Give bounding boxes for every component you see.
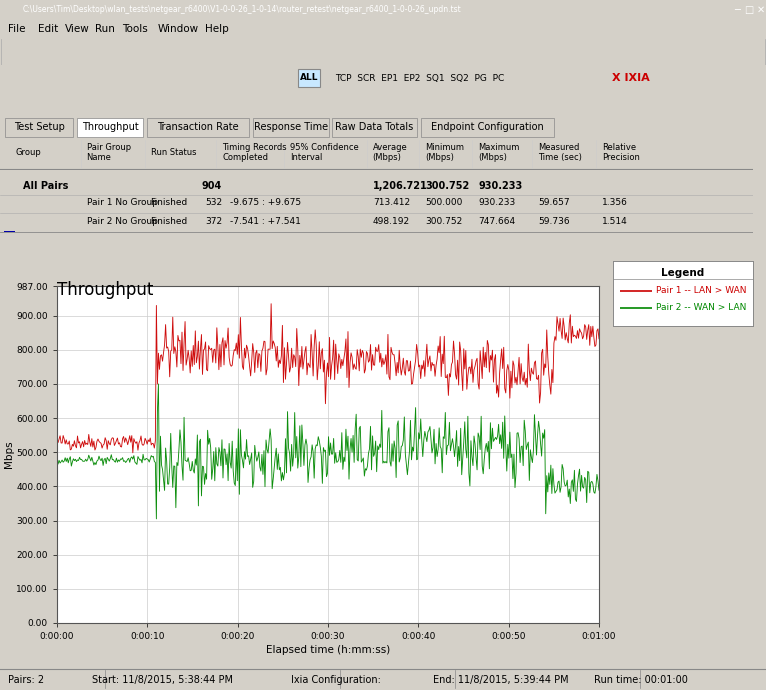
Text: Relative
Precision: Relative Precision bbox=[602, 143, 640, 162]
Text: Throughput: Throughput bbox=[57, 281, 153, 299]
Bar bbox=[421, 118, 554, 137]
Text: Start: 11/8/2015, 5:38:44 PM: Start: 11/8/2015, 5:38:44 PM bbox=[92, 675, 233, 685]
Text: Response Time: Response Time bbox=[254, 123, 328, 132]
Text: 1.514: 1.514 bbox=[602, 217, 628, 226]
Text: Edit: Edit bbox=[38, 25, 58, 34]
Text: Run time: 00:01:00: Run time: 00:01:00 bbox=[594, 675, 688, 685]
Text: Maximum
(Mbps): Maximum (Mbps) bbox=[478, 143, 519, 162]
Text: □: □ bbox=[745, 5, 754, 15]
Text: Average
(Mbps): Average (Mbps) bbox=[373, 143, 408, 162]
Text: 498.192: 498.192 bbox=[373, 217, 410, 226]
Text: C:\Users\Tim\Desktop\wlan_tests\netgear_r6400\V1-0-0-26_1-0-14\router_retest\net: C:\Users\Tim\Desktop\wlan_tests\netgear_… bbox=[23, 6, 462, 14]
Text: 59.657: 59.657 bbox=[538, 198, 570, 207]
Text: ✕: ✕ bbox=[757, 5, 764, 15]
Text: Group: Group bbox=[15, 148, 41, 157]
Y-axis label: Mbps: Mbps bbox=[4, 441, 14, 469]
Text: 500.000: 500.000 bbox=[425, 198, 463, 207]
Bar bbox=[77, 118, 143, 137]
Text: Pair 2 No Group: Pair 2 No Group bbox=[87, 217, 158, 226]
Bar bbox=[298, 69, 320, 87]
Bar bbox=[332, 118, 417, 137]
Text: Tools: Tools bbox=[122, 25, 148, 34]
Text: Run Status: Run Status bbox=[151, 148, 196, 157]
Text: Endpoint Configuration: Endpoint Configuration bbox=[431, 123, 544, 132]
Text: 747.664: 747.664 bbox=[478, 217, 516, 226]
Text: Minimum
(Mbps): Minimum (Mbps) bbox=[425, 143, 464, 162]
Text: Test Setup: Test Setup bbox=[14, 123, 64, 132]
Text: Raw Data Totals: Raw Data Totals bbox=[336, 123, 414, 132]
Text: Run: Run bbox=[95, 25, 115, 34]
Text: Measured
Time (sec): Measured Time (sec) bbox=[538, 143, 582, 162]
Bar bbox=[147, 118, 249, 137]
Bar bbox=[4, 230, 15, 232]
Text: 95% Confidence
Interval: 95% Confidence Interval bbox=[290, 143, 358, 162]
Text: 713.412: 713.412 bbox=[373, 198, 410, 207]
Text: All Pairs: All Pairs bbox=[22, 181, 68, 191]
Text: Finished: Finished bbox=[151, 198, 188, 207]
Text: Finished: Finished bbox=[151, 217, 188, 226]
Text: TCP  SCR  EP1  EP2  SQ1  SQ2  PG  PC: TCP SCR EP1 EP2 SQ1 SQ2 PG PC bbox=[335, 74, 504, 83]
Text: File: File bbox=[8, 25, 25, 34]
Text: 532: 532 bbox=[205, 198, 222, 207]
Text: ALL: ALL bbox=[300, 74, 318, 83]
Text: Pair 1 No Group: Pair 1 No Group bbox=[87, 198, 158, 207]
Text: Legend: Legend bbox=[661, 268, 705, 277]
Text: Pair 1 -- LAN > WAN: Pair 1 -- LAN > WAN bbox=[656, 286, 747, 295]
Text: Pair Group
Name: Pair Group Name bbox=[87, 143, 131, 162]
Text: ─: ─ bbox=[734, 5, 740, 15]
Text: 1,206.721: 1,206.721 bbox=[373, 181, 427, 191]
Text: -9.675 : +9.675: -9.675 : +9.675 bbox=[230, 198, 301, 207]
Text: 372: 372 bbox=[205, 217, 222, 226]
Text: Pairs: 2: Pairs: 2 bbox=[8, 675, 44, 685]
Text: View: View bbox=[65, 25, 90, 34]
Bar bbox=[5, 118, 73, 137]
Text: -7.541 : +7.541: -7.541 : +7.541 bbox=[230, 217, 300, 226]
Text: 300.752: 300.752 bbox=[425, 217, 463, 226]
Text: 904: 904 bbox=[202, 181, 222, 191]
Text: X IXIA: X IXIA bbox=[612, 73, 650, 83]
Text: Pair 2 -- WAN > LAN: Pair 2 -- WAN > LAN bbox=[656, 304, 747, 313]
Text: Ixia Configuration:: Ixia Configuration: bbox=[291, 675, 381, 685]
Text: 930.233: 930.233 bbox=[478, 181, 522, 191]
Text: 300.752: 300.752 bbox=[425, 181, 470, 191]
Bar bbox=[253, 118, 329, 137]
Text: Help: Help bbox=[205, 25, 229, 34]
Text: 930.233: 930.233 bbox=[478, 198, 516, 207]
Text: End: 11/8/2015, 5:39:44 PM: End: 11/8/2015, 5:39:44 PM bbox=[433, 675, 568, 685]
X-axis label: Elapsed time (h:mm:ss): Elapsed time (h:mm:ss) bbox=[266, 645, 390, 656]
Text: Throughput: Throughput bbox=[82, 123, 139, 132]
Text: Window: Window bbox=[158, 25, 199, 34]
Text: Transaction Rate: Transaction Rate bbox=[157, 123, 239, 132]
Text: 1.356: 1.356 bbox=[602, 198, 628, 207]
Text: Timing Records
Completed: Timing Records Completed bbox=[222, 143, 286, 162]
Text: 59.736: 59.736 bbox=[538, 217, 570, 226]
